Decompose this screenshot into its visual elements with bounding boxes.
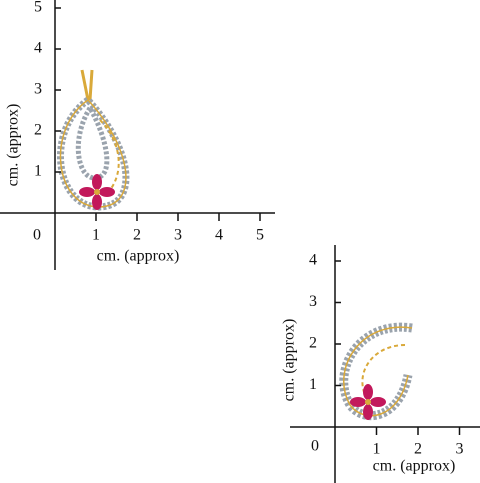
x-tick-label: 1 <box>373 441 381 458</box>
earring <box>339 322 413 421</box>
y-axis-title: cm. (approx) <box>5 104 22 187</box>
y-tick-label: 2 <box>34 122 42 139</box>
x-axis-title: cm. (approx) <box>373 458 456 475</box>
y-tick-label: 5 <box>34 0 42 16</box>
origin-label: 0 <box>33 227 41 244</box>
y-tick-label: 1 <box>309 376 317 393</box>
y-tick-label: 4 <box>309 252 317 269</box>
x-tick-label: 1 <box>92 227 100 244</box>
x-tick-label: 3 <box>456 441 464 458</box>
x-axis-title: cm. (approx) <box>97 248 180 265</box>
y-tick-label: 3 <box>309 293 317 310</box>
y-tick-label: 1 <box>34 163 42 180</box>
y-axis-title: cm. (approx) <box>281 319 298 402</box>
y-tick-label: 2 <box>309 335 317 352</box>
x-tick-label: 4 <box>215 227 223 244</box>
x-tick-label: 2 <box>414 441 422 458</box>
pendant <box>57 69 130 211</box>
x-tick-label: 3 <box>174 227 182 244</box>
x-tick-label: 5 <box>256 227 264 244</box>
y-tick-label: 4 <box>34 40 42 57</box>
x-tick-label: 2 <box>133 227 141 244</box>
y-tick-label: 3 <box>34 81 42 98</box>
origin-label: 0 <box>311 438 319 455</box>
